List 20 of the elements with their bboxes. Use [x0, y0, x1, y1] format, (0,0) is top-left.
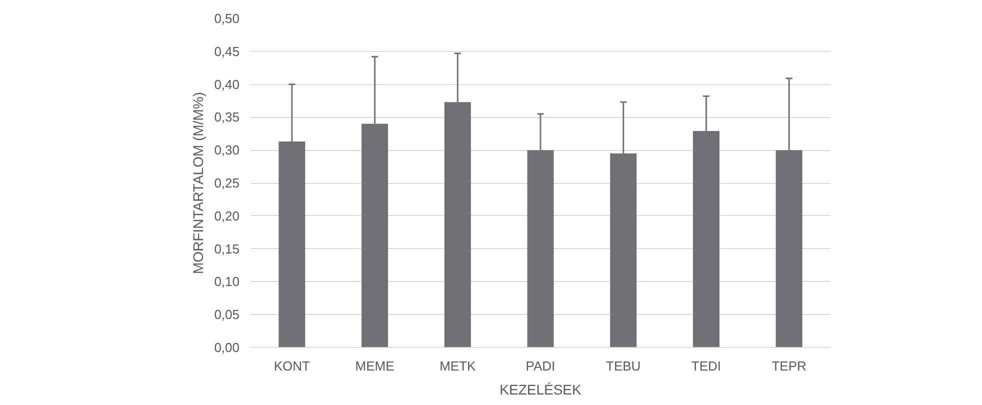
- y-tick-label: 0,35: [214, 110, 240, 125]
- y-tick-label: 0,05: [214, 307, 240, 322]
- y-tick-label: 0,50: [214, 11, 240, 26]
- y-tick-label: 0,25: [214, 176, 240, 190]
- y-tick-label: 0,15: [214, 241, 240, 256]
- y-tick-label: 0,45: [214, 44, 240, 59]
- y-tick-label: 0,40: [214, 76, 240, 92]
- x-tick-label: PADI: [526, 358, 556, 374]
- y-tick-label: 0,10: [214, 274, 240, 290]
- y-tick-label: 0,00: [214, 340, 240, 355]
- x-tick-label: MEME: [355, 358, 395, 374]
- x-tick-label: TEDI: [691, 358, 722, 374]
- x-axis-title: KEZELÉSEK: [500, 382, 582, 398]
- x-tick-label: KONT: [274, 358, 310, 374]
- y-axis-title: MORFINTARTALOM (M/M%): [190, 92, 206, 274]
- y-tick-label: 0,30: [214, 142, 240, 158]
- y-tick-label: 0,20: [214, 208, 240, 224]
- x-tick-label: METK: [440, 358, 476, 374]
- x-tick-label: TEBU: [606, 358, 641, 374]
- x-tick-label: TEPR: [772, 358, 806, 374]
